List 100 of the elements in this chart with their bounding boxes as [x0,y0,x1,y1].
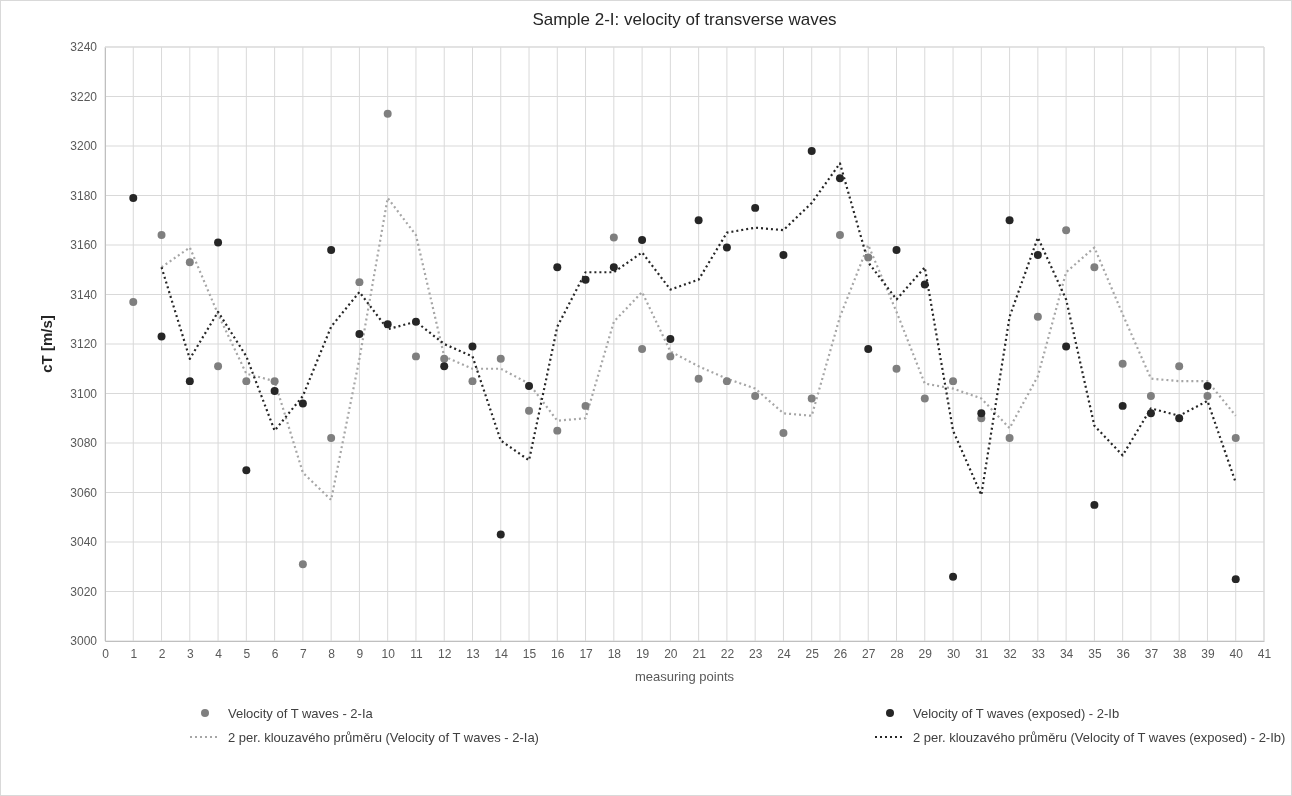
x-tick-label: 6 [271,646,279,661]
point [949,572,958,581]
x-tick-label: 13 [466,646,480,661]
point [1203,391,1212,400]
point [327,245,336,254]
point [751,391,760,400]
point [1118,401,1127,410]
point [1033,312,1042,321]
x-tick-label: 38 [1173,646,1187,661]
x-tick-label: 4 [215,646,223,661]
point [1062,342,1071,351]
point [1175,414,1184,423]
point [185,258,194,267]
point [638,236,647,245]
point [298,399,307,408]
point [864,344,873,353]
point [553,263,562,272]
x-tick-label: 29 [918,646,933,661]
point [666,335,675,344]
x-axis-title: measuring points [635,669,735,684]
x-tick-label: 40 [1229,646,1244,661]
y-tick-label: 3140 [70,287,98,302]
y-tick-label: 3240 [70,40,98,55]
point [525,406,534,415]
x-tick-label: 3 [186,646,194,661]
point [157,231,166,240]
x-tick-label: 32 [1003,646,1018,661]
y-tick-label: 3180 [70,188,98,203]
point [496,354,505,363]
x-tick-label: 14 [494,646,509,661]
legend-label: Velocity of T waves - 2-Ia [228,706,374,721]
point [129,297,138,306]
y-axis-title: cT [m/s] [38,315,55,373]
point [270,377,279,386]
point [779,429,788,438]
x-tick-label: 17 [579,646,594,661]
point [242,377,251,386]
x-tick-label: 41 [1257,646,1272,661]
point [496,530,505,539]
point [581,275,590,284]
point [694,374,703,383]
point [1062,226,1071,235]
x-tick-label: 12 [438,646,452,661]
x-tick-label: 15 [522,646,537,661]
point [1146,409,1155,418]
x-tick-label: 9 [356,646,364,661]
point [411,352,420,361]
point [722,377,731,386]
x-tick-label: 8 [328,646,336,661]
y-tick-label: 3220 [70,89,98,104]
legend-label: 2 per. klouzavého průměru (Velocity of T waves (exposed) - 2-Ib) [913,730,1286,745]
x-tick-label: 11 [410,646,423,661]
x-tick-label: 36 [1116,646,1131,661]
point [920,394,929,403]
point [1033,250,1042,259]
x-tick-label: 18 [607,646,622,661]
x-tick-label: 21 [692,646,707,661]
point [355,278,364,287]
x-tick-label: 10 [381,646,396,661]
point [440,354,449,363]
point [440,362,449,371]
point [525,382,534,391]
x-tick-label: 1 [130,646,138,661]
x-tick-label: 24 [777,646,791,661]
x-tick-label: 0 [102,646,110,661]
point [1175,362,1184,371]
x-tick-label: 33 [1031,646,1046,661]
point [242,466,251,475]
y-tick-label: 3020 [70,584,98,599]
point [892,364,901,373]
point [327,434,336,443]
y-tick-label: 3160 [70,238,98,253]
x-tick-label: 34 [1059,646,1074,661]
point [835,231,844,240]
point [1090,263,1099,272]
point [298,560,307,569]
x-tick-label: 26 [833,646,848,661]
point [1203,382,1212,391]
y-tick-label: 3100 [70,386,98,401]
x-tick-label: 30 [946,646,961,661]
point [1005,434,1014,443]
point [977,409,986,418]
point [1231,575,1240,584]
point [779,250,788,259]
x-tick-label: 25 [805,646,820,661]
point [1146,391,1155,400]
x-tick-label: 28 [890,646,905,661]
point [214,238,223,247]
point [638,344,647,353]
x-tick-label: 16 [551,646,565,661]
x-tick-label: 31 [975,646,989,661]
x-tick-label: 19 [635,646,650,661]
y-tick-label: 3040 [70,535,98,550]
point [581,401,590,410]
point [666,352,675,361]
point [383,320,392,329]
legend-label: 2 per. klouzavého průměru (Velocity of T waves - 2-Ia) [228,730,539,745]
point [1005,216,1014,225]
point [807,394,816,403]
point [807,146,816,155]
